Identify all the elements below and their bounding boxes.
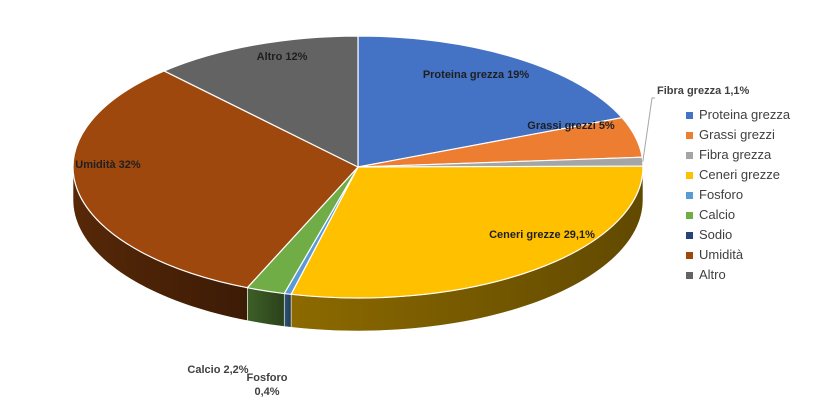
side-calcio [247, 287, 285, 327]
slice-labels: Proteina grezza 19% Grassi grezzi 5% Fibra… [75, 51, 749, 398]
legend-label: Fosforo [699, 187, 743, 202]
data-label-ceneri-grezze: Ceneri grezze 29,1% [489, 229, 595, 241]
data-label-calcio: Calcio 2,2% [187, 364, 248, 376]
legend-swatch [686, 232, 693, 239]
legend-item-calcio: Calcio [686, 207, 735, 222]
slice-umidita [72, 70, 359, 289]
legend-swatch [686, 272, 693, 279]
legend-item-proteina-grezza: Proteina grezza [686, 107, 791, 122]
leader-line-fibra-grezza [642, 97, 655, 162]
data-label-fibra-grezza: Fibra grezza 1,1% [657, 85, 750, 97]
legend-item-sodio: Sodio [686, 227, 732, 242]
legend-swatch [686, 192, 693, 199]
legend-swatch [686, 152, 693, 159]
legend-item-ceneri-grezze: Ceneri grezze [686, 167, 780, 182]
legend-item-grassi-grezzi: Grassi grezzi [686, 127, 775, 142]
slice-proteina-grezza [357, 35, 624, 168]
legend-item-altro: Altro [686, 267, 726, 282]
legend-swatch [686, 212, 693, 219]
data-label-proteina-grezza: Proteina grezza 19% [423, 69, 530, 81]
slice-ceneri-grezze [290, 165, 644, 299]
legend-label: Fibra grezza [699, 147, 772, 162]
legend-label: Sodio [699, 227, 732, 242]
pie-sides [72, 166, 644, 332]
legend-item-fibra-grezza: Fibra grezza [686, 147, 772, 162]
data-label-umidita: Umidità 32% [75, 159, 141, 171]
legend-label: Calcio [699, 207, 735, 222]
legend-item-fosforo: Fosforo [686, 187, 743, 202]
legend-swatch [686, 172, 693, 179]
legend-label: Proteina grezza [699, 107, 791, 122]
legend-swatch [686, 112, 693, 119]
data-label-fosforo: Fosforo 0,4% [247, 372, 288, 398]
legend-swatch [686, 132, 693, 139]
legend-label: Grassi grezzi [699, 127, 775, 142]
legend-swatch [686, 252, 693, 259]
legend-label: Umidità [699, 247, 744, 262]
slice-altro [162, 35, 359, 168]
pie-slices [72, 35, 644, 299]
data-label-altro: Altro 12% [257, 51, 308, 63]
data-label-grassi-grezzi: Grassi grezzi 5% [527, 120, 615, 132]
side-fosforo [283, 293, 292, 328]
legend-label: Ceneri grezze [699, 167, 780, 182]
legend: Proteina grezza Grassi grezzi Fibra grezza… [686, 107, 791, 282]
legend-item-umidita: Umidità [686, 247, 744, 262]
legend-label: Altro [699, 267, 726, 282]
